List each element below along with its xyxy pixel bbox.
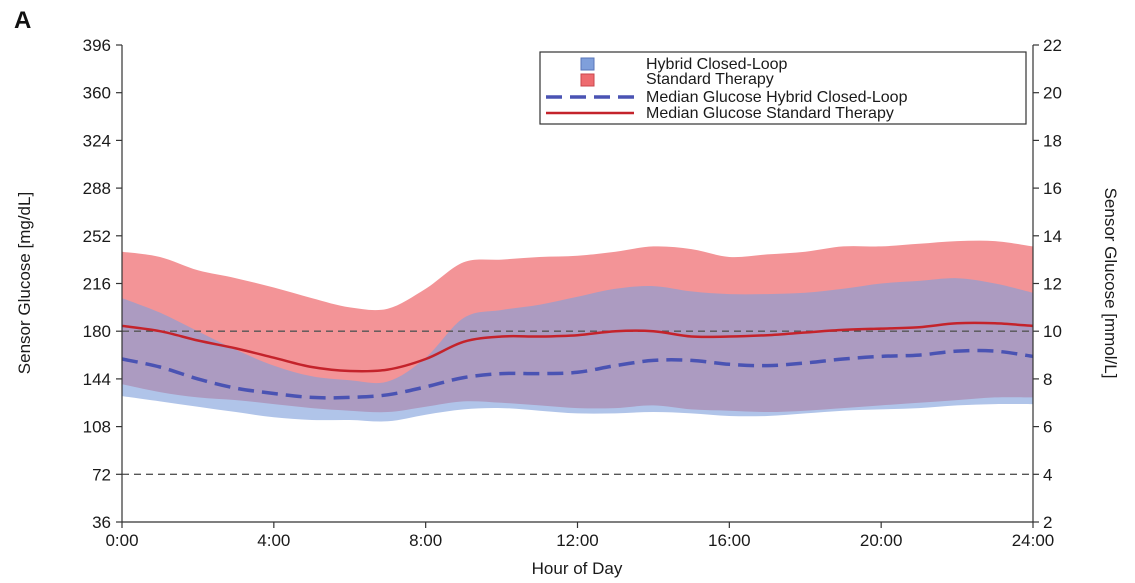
legend-swatch-hcl-band (580, 57, 595, 71)
median-line-hcl_median (122, 348, 1033, 400)
legend-label-st-median: Median Glucose Standard Therapy (646, 105, 894, 122)
axes: 36 72 108 144 180 216 252 288 324 360 396 2 4 6 8 10 12 1… (83, 36, 1062, 550)
y-tick-label-right: 10 (1043, 322, 1062, 341)
x-tick-label: 24:00 (1012, 531, 1055, 550)
legend-swatch-st-band (580, 73, 595, 87)
y-axis-title-right: Sensor Glucose [mmol/L] (1101, 188, 1120, 379)
legend-label-st-band: Standard Therapy (646, 71, 774, 88)
y-tick-label-right: 6 (1043, 418, 1052, 437)
x-axis-title: Hour of Day (532, 559, 623, 578)
y-tick-label-left: 252 (83, 227, 111, 246)
x-tick-label: 0:00 (105, 531, 138, 550)
panel-label: A (14, 7, 31, 34)
y-tick-label-left: 108 (83, 418, 111, 437)
legend-label-hcl-median: Median Glucose Hybrid Closed-Loop (646, 89, 908, 106)
y-tick-label-right: 8 (1043, 370, 1052, 389)
y-tick-label-left: 360 (83, 84, 111, 103)
y-tick-label-right: 18 (1043, 131, 1062, 150)
x-tick-label: 16:00 (708, 531, 751, 550)
y-tick-label-left: 396 (83, 36, 111, 55)
legend-label-hcl-band: Hybrid Closed-Loop (646, 56, 788, 73)
reference-lines (122, 330, 1033, 475)
x-tick-label: 8:00 (409, 531, 442, 550)
y-tick-label-right: 4 (1043, 465, 1052, 484)
y-tick-label-right: 14 (1043, 227, 1062, 246)
median-lines (122, 321, 1033, 400)
y-axis-title-left: Sensor Glucose [mg/dL] (15, 192, 34, 374)
x-tick-label: 12:00 (556, 531, 599, 550)
y-tick-label-left: 216 (83, 275, 111, 294)
y-tick-label-left: 72 (92, 465, 111, 484)
y-tick-label-right: 2 (1043, 513, 1052, 532)
y-tick-label-right: 16 (1043, 179, 1062, 198)
band-layer (122, 240, 1033, 422)
x-tick-label: 20:00 (860, 531, 903, 550)
y-tick-label-right: 22 (1043, 36, 1062, 55)
y-tick-label-left: 36 (92, 513, 111, 532)
median-line-st_median (122, 321, 1033, 373)
y-tick-label-left: 288 (83, 179, 111, 198)
y-tick-label-right: 12 (1043, 275, 1062, 294)
y-tick-label-right: 20 (1043, 84, 1062, 103)
y-tick-label-left: 144 (83, 370, 111, 389)
x-tick-label: 4:00 (257, 531, 290, 550)
y-tick-label-left: 324 (83, 131, 111, 150)
y-tick-label-left: 180 (83, 322, 111, 341)
band-hcl_band (122, 278, 1033, 422)
legend: Hybrid Closed-Loop Standard Therapy Medi… (539, 51, 1027, 125)
